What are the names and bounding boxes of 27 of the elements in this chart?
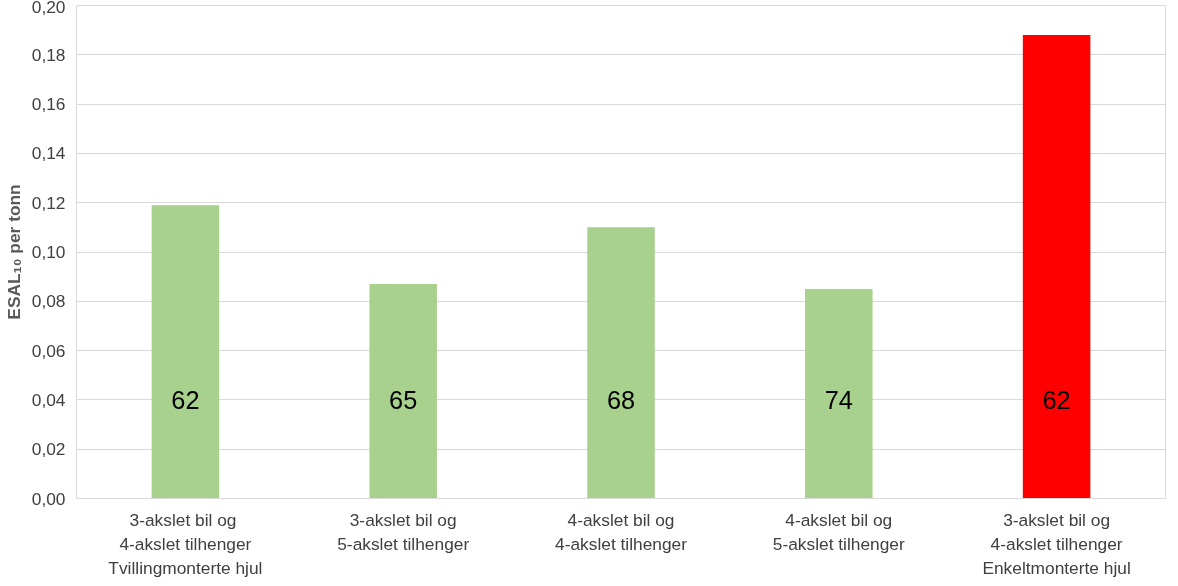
- annotation: 62: [171, 385, 200, 414]
- x-tick-label: 4-akslet bil og 5-akslet tilhenger: [772, 509, 906, 554]
- annotation: 68: [606, 385, 636, 414]
- annotation: 65: [389, 385, 418, 414]
- x-tick-label: 4-akslet bil og 4-akslet tilhenger: [555, 509, 688, 554]
- bar: [151, 205, 220, 499]
- y-tick-label: 0,00: [31, 488, 66, 509]
- y-tick-label: 0,14: [31, 143, 66, 164]
- bar: [369, 284, 437, 499]
- x-tick-label: 3-akslet bil og 5-akslet tilhenger: [337, 509, 470, 554]
- y-tick-label: 0,20: [31, 0, 66, 17]
- y-tick-label: 0,10: [31, 242, 66, 262]
- bar: [805, 288, 873, 499]
- y-axis-title: ESAL₁₀ per tonn: [3, 184, 24, 320]
- y-tick-label: 0,08: [31, 291, 66, 312]
- y-tick-label: 0,18: [31, 44, 66, 65]
- x-tick-label: 3-akslet bil og 4-akslet tilhenger Enkeltmonterte hjul: [982, 509, 1131, 578]
- y-tick-label: 0,12: [31, 192, 66, 213]
- bar: [1022, 35, 1091, 499]
- y-tick-label: 0,02: [31, 439, 66, 460]
- y-tick-label: 0,04: [31, 389, 66, 410]
- annotation: 62: [1042, 385, 1071, 414]
- bar: [587, 227, 655, 499]
- x-tick-label: 3-akslet bil og 4-akslet tilhenger Tvillingmonterte hjul: [108, 509, 263, 578]
- y-tick-label: 0,06: [31, 340, 66, 361]
- y-tick-label: 0,16: [31, 94, 66, 115]
- annotation: 74: [824, 385, 853, 414]
